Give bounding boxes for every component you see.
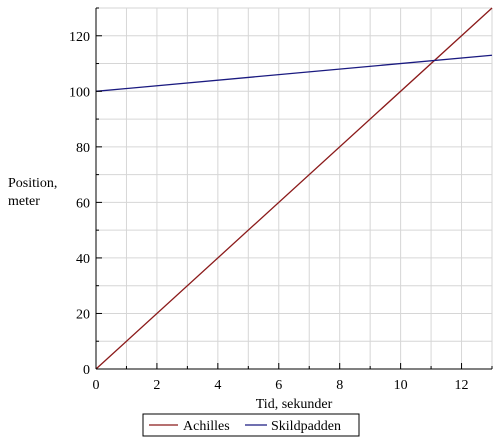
y-tick-label: 40: [76, 252, 90, 267]
grid: [96, 7, 493, 369]
y-tick-label: 100: [69, 85, 90, 100]
y-axis-title-line1: Position,: [8, 176, 57, 191]
legend-label-skildpadden: Skildpadden: [271, 419, 341, 434]
y-tick-label: 0: [83, 363, 90, 378]
series-line-achilles: [95, 7, 493, 370]
legend-label-achilles: Achilles: [183, 419, 230, 434]
y-tick-label: 20: [76, 307, 90, 322]
x-tick-label: 12: [455, 378, 469, 393]
x-tick-label: 0: [93, 378, 100, 393]
series-line-skildpadden: [95, 54, 493, 92]
legend: Achilles Skildpadden: [142, 413, 360, 437]
axes: [95, 7, 493, 370]
series-lines: [95, 7, 493, 370]
y-tick-label: 60: [76, 196, 90, 211]
x-tick-label: 2: [153, 378, 160, 393]
y-tick-label: 80: [76, 141, 90, 156]
x-tick-label: 6: [275, 378, 282, 393]
x-axis-title: Tid, sekunder: [256, 397, 333, 412]
x-tick-label: 10: [394, 378, 408, 393]
y-axis-title-line2: meter: [8, 194, 40, 209]
y-tick-label: 120: [69, 30, 90, 45]
x-tick-label: 4: [214, 378, 221, 393]
x-tick-label: 8: [336, 378, 343, 393]
